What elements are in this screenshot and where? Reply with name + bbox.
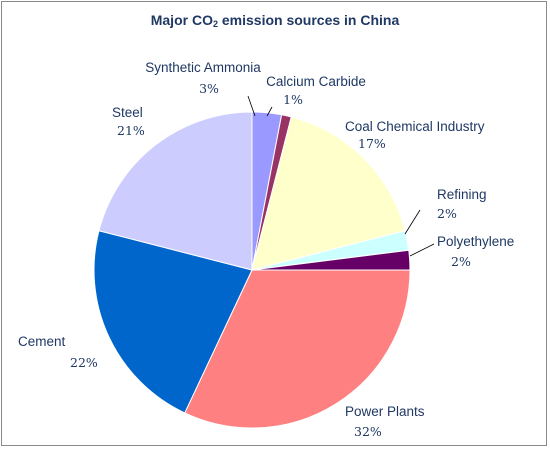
slice-label-power-plants: Power Plants xyxy=(345,404,425,419)
slice-percent-polyethylene: 2% xyxy=(451,254,471,269)
leader-line-refining xyxy=(404,209,421,235)
slice-label-coal-chemical-industry: Coal Chemical Industry xyxy=(345,119,485,134)
chart-title: Major CO2 emission sources in China xyxy=(0,12,550,29)
pie-slice-steel xyxy=(98,111,253,271)
slice-label-synthetic-ammonia: Synthetic Ammonia xyxy=(145,60,261,75)
pie-slice-cement xyxy=(93,230,253,414)
slice-label-polyethylene: Polyethylene xyxy=(437,234,514,249)
slice-percent-power-plants: 32% xyxy=(354,424,382,439)
title-rest: emission sources in China xyxy=(217,12,400,28)
slice-percent-calcium-carbide: 1% xyxy=(283,92,303,107)
leader-line-synthetic-ammonia xyxy=(247,95,256,117)
slice-percent-coal-chemical-industry: 17% xyxy=(358,136,386,151)
leader-line-calcium-carbide xyxy=(266,106,273,117)
slice-label-refining: Refining xyxy=(437,187,487,202)
slice-labels: Synthetic Ammonia 3% Calcium Carbide 1% Coal… xyxy=(18,60,514,439)
slice-percent-steel: 21% xyxy=(117,123,145,138)
slice-percent-synthetic-ammonia: 3% xyxy=(199,81,219,96)
leader-line-polyethylene xyxy=(409,243,435,257)
pie-slices xyxy=(93,111,411,429)
pie-slice-coal-chemical-industry xyxy=(251,116,406,271)
slice-percent-cement: 22% xyxy=(70,355,98,370)
slice-label-cement: Cement xyxy=(18,334,66,349)
title-main: Major CO xyxy=(150,12,213,28)
slice-label-calcium-carbide: Calcium Carbide xyxy=(266,74,366,89)
slice-percent-refining: 2% xyxy=(437,206,457,221)
slice-label-steel: Steel xyxy=(112,105,143,120)
leader-lines xyxy=(247,95,435,257)
title-subscript: 2 xyxy=(212,19,218,29)
pie-slice-power-plants xyxy=(184,269,411,429)
